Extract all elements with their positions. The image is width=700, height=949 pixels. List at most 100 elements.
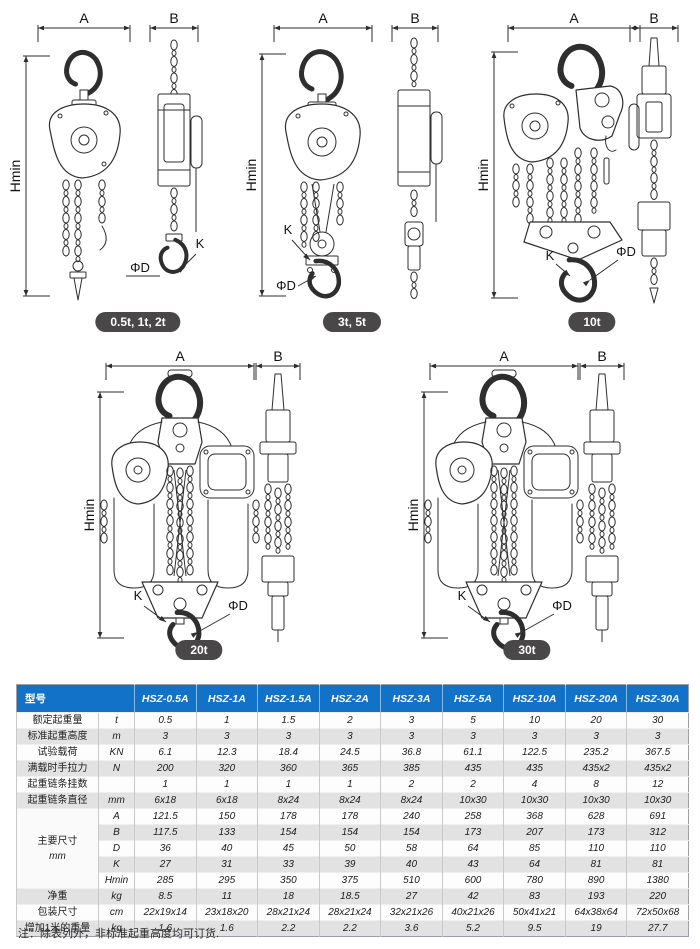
cell-value: 122.5 [503, 744, 566, 761]
cell-value: 600 [441, 872, 504, 889]
dim-label-phid: ΦD [276, 278, 296, 293]
cell-value: 154 [380, 824, 443, 841]
cell-value: 3 [257, 728, 320, 745]
cell-value: 42 [441, 888, 504, 905]
cell-value: 2.2 [318, 920, 381, 937]
cell-value: 154 [257, 824, 320, 841]
cell-value: 367.5 [626, 744, 689, 761]
cell-value: 39 [318, 856, 381, 873]
hoist-drawing-medium: A Hmin K ΦD B [243, 10, 443, 299]
row-unit [98, 776, 135, 793]
cell-value: 435 [503, 760, 566, 777]
cell-value: 3 [380, 712, 443, 729]
cell-value: 121.5 [134, 808, 197, 825]
cell-value: 235.2 [564, 744, 627, 761]
cell-value: 285 [134, 872, 197, 889]
table-row: 起重链条直径 mm 6x18 6x18 8x24 8x24 8x24 10x30 10x30 10… [16, 792, 689, 809]
cell-value: 435x2 [564, 760, 627, 777]
cell-value: 5 [441, 712, 504, 729]
table-row: 试验载荷 KN 6.1 12.3 18.4 24.5 36.8 61.1 122.5 235.2 3… [16, 744, 689, 761]
cell-value: 22x19x14 [134, 904, 197, 921]
dim-label-k: K [134, 588, 143, 603]
cell-value: 200 [134, 760, 197, 777]
cell-value: 18 [257, 888, 320, 905]
cell-value: 24.5 [318, 744, 381, 761]
cell-value: 1 [195, 776, 258, 793]
dim-label-phid: ΦD [552, 598, 572, 613]
cell-value: 320 [195, 760, 258, 777]
dim-label-A: A [569, 10, 579, 26]
row-label: 包装尺寸 [16, 904, 99, 921]
cell-value: 1 [318, 776, 381, 793]
dim-label-k: K [284, 222, 293, 237]
cell-value: 72x50x68 [626, 904, 689, 921]
row-unit: kg [98, 888, 135, 905]
cell-value: 18.4 [257, 744, 320, 761]
row-unit: K [98, 856, 135, 873]
cell-value: 27.7 [626, 920, 689, 937]
cell-value: 691 [626, 808, 689, 825]
cell-value: 28x21x24 [257, 904, 320, 921]
dim-label-phid: ΦD [130, 260, 150, 275]
table-row: 额定起重量 t 0.5 1 1.5 2 3 5 10 20 30 [16, 712, 689, 729]
cell-value: 2 [441, 776, 504, 793]
dim-label-Hmin: Hmin [243, 159, 259, 192]
table-row: 包装尺寸 cm 22x19x14 23x18x20 28x21x24 28x21x24 32… [16, 904, 689, 921]
cell-value: 19 [564, 920, 627, 937]
column-header-model: HSZ-10A [503, 684, 566, 713]
dim-label-phid: ΦD [228, 598, 248, 613]
cell-value: 4 [503, 776, 566, 793]
cell-value: 40 [195, 840, 258, 857]
row-label: 增加1米的重量 [16, 920, 99, 937]
cell-value: 628 [564, 808, 627, 825]
dim-label-Hmin: Hmin [405, 499, 421, 532]
dim-label-k: K [196, 236, 205, 251]
hoist-drawing-30t: A Hmin K ΦD B [405, 348, 625, 651]
cell-value: 64 [503, 856, 566, 873]
cell-value: 50 [318, 840, 381, 857]
row-label: 起重链条直径 [16, 792, 99, 809]
capacity-badge: 10t [568, 312, 616, 332]
cell-value: 8x24 [257, 792, 320, 809]
cell-value: 10 [503, 712, 566, 729]
row-unit: Hmin [98, 872, 135, 889]
cell-value: 150 [195, 808, 258, 825]
dim-label-B: B [410, 10, 419, 26]
cell-value: 375 [318, 872, 381, 889]
spec-section: 型号 HSZ-0.5A HSZ-1A HSZ-1.5A HSZ-2A HSZ-3A HSZ-… [16, 684, 689, 937]
table-row: 满载时手拉力 N 200 320 360 365 385 435 435 435x2 435x2 [16, 760, 689, 777]
cell-value: 43 [441, 856, 504, 873]
cell-value: 435 [441, 760, 504, 777]
cell-value: 220 [626, 888, 689, 905]
cell-value: 64 [441, 840, 504, 857]
cell-value: 10x30 [626, 792, 689, 809]
cell-value: 11 [195, 888, 258, 905]
cell-value: 18.5 [318, 888, 381, 905]
cell-value: 2.2 [257, 920, 320, 937]
row-unit: t [98, 712, 135, 729]
cell-value: 110 [564, 840, 627, 857]
capacity-badge: 20t [175, 640, 223, 660]
capacity-badge: 3t, 5t [322, 312, 382, 332]
cell-value: 36 [134, 840, 197, 857]
cell-value: 8x24 [318, 792, 381, 809]
cell-value: 1 [195, 712, 258, 729]
row-unit: kg [98, 920, 135, 937]
cell-value: 385 [380, 760, 443, 777]
capacity-badge: 30t [503, 640, 551, 660]
cell-value: 193 [564, 888, 627, 905]
column-header-model: HSZ-1A [195, 684, 258, 713]
cell-value: 8 [564, 776, 627, 793]
cell-value: 1 [134, 776, 197, 793]
hoist-drawing-10t: A Hmin K ΦD B [475, 10, 679, 304]
cell-value: 178 [257, 808, 320, 825]
cell-value: 20 [564, 712, 627, 729]
cell-value: 350 [257, 872, 320, 889]
table-note: 注：除表列外，非标准起重高度均可订货. [18, 928, 220, 940]
row-label: 额定起重量 [16, 712, 99, 729]
cell-value: 33 [257, 856, 320, 873]
cell-value: 435x2 [626, 760, 689, 777]
row-label: 标准起重高度 [16, 728, 99, 745]
hoist-drawing-20t: A Hmin K ΦD B [81, 348, 301, 651]
cell-value: 83 [503, 888, 566, 905]
